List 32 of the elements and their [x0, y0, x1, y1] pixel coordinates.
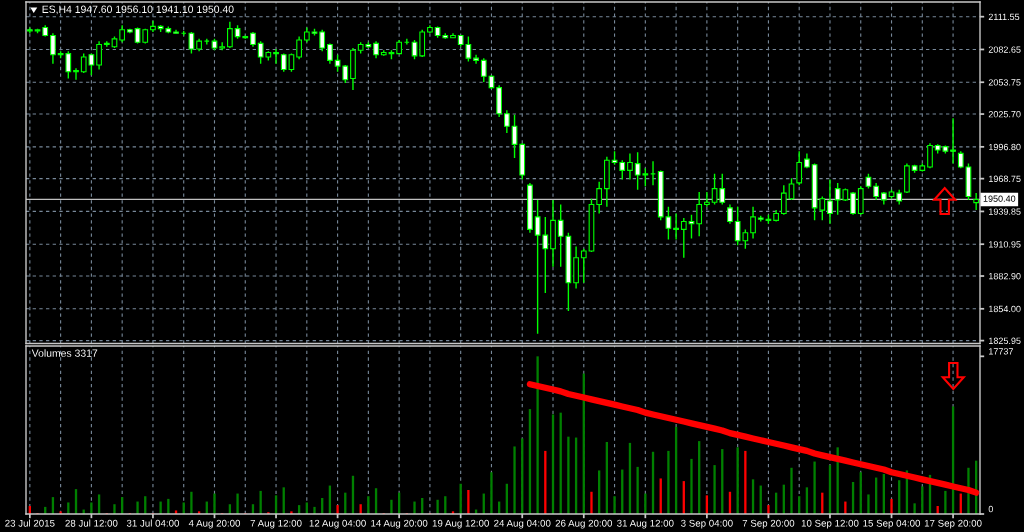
- x-tick-label: 23 Jul 2015: [5, 519, 55, 527]
- x-tick-label: 17 Sep 20:00: [924, 519, 982, 529]
- x-tick-label: 24 Aug 04:00: [494, 519, 551, 529]
- y-tick-label: 1996.80: [989, 143, 1021, 151]
- y-tick-label: 1968.75: [989, 175, 1021, 183]
- x-tick-label: 19 Aug 12:00: [432, 519, 489, 529]
- x-tick-label: 7 Sep 20:00: [742, 519, 795, 529]
- y-tick-label: 2082.65: [988, 46, 1021, 53]
- x-tick-label: 3 Sep 04:00: [681, 519, 733, 529]
- y-tick-label: 1854.00: [989, 305, 1021, 313]
- x-tick-label: 15 Sep 04:00: [863, 519, 921, 529]
- y-tick-label: 2053.75: [988, 79, 1021, 86]
- x-tick-label: 7 Aug 12:00: [250, 519, 302, 529]
- x-tick-label: 28 Jul 12:00: [65, 519, 118, 527]
- y-tick-label: 1882.90: [989, 272, 1021, 280]
- y-tick-label: 0: [988, 505, 993, 513]
- y-tick-label: 1825.95: [989, 337, 1021, 344]
- x-tick-label: 26 Aug 20:00: [555, 519, 613, 529]
- y-tick-label: 1910.95: [989, 241, 1021, 248]
- ref-line-label: 1950.40: [983, 195, 1016, 202]
- y-tick-label: 2025.70: [988, 111, 1021, 118]
- chart-title: Volumes 3317: [31, 349, 98, 357]
- chart-title: ES,H4 1947.60 1956.10 1941.10 1950.40: [42, 5, 234, 15]
- x-tick-label: 4 Aug 20:00: [188, 519, 241, 529]
- x-tick-label: 10 Sep 12:00: [801, 519, 859, 529]
- x-tick-label: 12 Aug 04:00: [309, 519, 366, 529]
- x-tick-label: 31 Jul 04:00: [126, 519, 180, 527]
- y-tick-label: 2111.55: [988, 13, 1020, 21]
- y-tick-label: 1939.85: [989, 208, 1021, 215]
- x-tick-label: 31 Aug 12:00: [617, 519, 674, 529]
- x-tick-label: 14 Aug 20:00: [371, 519, 428, 529]
- y-tick-label: 17737: [989, 348, 1013, 355]
